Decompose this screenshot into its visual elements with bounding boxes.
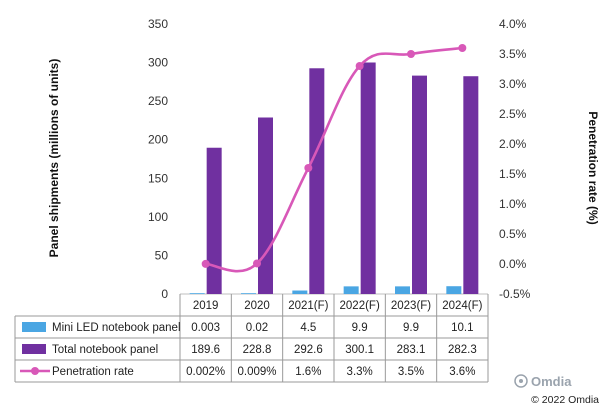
table-value: 3.5% bbox=[398, 366, 424, 378]
bar-mini-led bbox=[395, 286, 410, 294]
table-value: 282.3 bbox=[448, 344, 477, 356]
y2-axis-title: Penetration rate (%) bbox=[586, 111, 600, 224]
penetration-line bbox=[201, 44, 467, 273]
x-category-label: 2022(F) bbox=[340, 300, 380, 312]
y2-tick-label: 0.0% bbox=[499, 257, 527, 271]
bar-mini-led bbox=[189, 293, 205, 294]
bars bbox=[189, 62, 479, 295]
table-value: 3.3% bbox=[347, 366, 373, 378]
penetration-point bbox=[458, 44, 467, 52]
bar-total-notebook bbox=[206, 147, 222, 294]
y-tick-label: 250 bbox=[148, 94, 168, 108]
bar-total-notebook bbox=[412, 75, 427, 294]
penetration-point bbox=[355, 62, 364, 70]
penetration-point bbox=[201, 259, 210, 268]
watermark: Omdia bbox=[514, 374, 572, 389]
table-value: 300.1 bbox=[345, 344, 374, 356]
y2-tick-label: 3.0% bbox=[499, 77, 527, 91]
bar-mini-led bbox=[343, 286, 359, 294]
y-tick-label: 200 bbox=[148, 133, 168, 147]
y-axis-title: Panel shipments (millions of units) bbox=[47, 59, 61, 258]
y-tick-label: 50 bbox=[155, 248, 169, 262]
legend-key-swatch bbox=[22, 344, 46, 354]
y2-tick-label: 4.0% bbox=[499, 17, 527, 31]
table-value: 3.6% bbox=[449, 366, 475, 378]
penetration-point bbox=[407, 50, 415, 58]
penetration-point bbox=[304, 164, 313, 172]
bar-total-notebook bbox=[360, 62, 376, 294]
bar-mini-led bbox=[241, 293, 256, 294]
right-axis-ticks: -0.5% 0.0% 0.5% 1.0% 1.5% 2.0% 2.5% 3.0% 3.5% 4.0… bbox=[499, 17, 531, 301]
y-tick-label: 300 bbox=[148, 56, 168, 70]
bar-mini-led bbox=[446, 286, 462, 294]
y2-tick-label: 1.0% bbox=[499, 197, 527, 211]
table-value: 10.1 bbox=[451, 322, 473, 334]
table-value: 228.8 bbox=[243, 344, 272, 356]
table-value: 189.6 bbox=[191, 344, 220, 356]
table-value: 4.5 bbox=[300, 322, 316, 334]
x-category-label: 2023(F) bbox=[391, 300, 431, 312]
bar-total-notebook bbox=[258, 117, 273, 294]
legend-key-swatch bbox=[22, 322, 46, 332]
x-category-label: 2019 bbox=[193, 300, 219, 312]
y-tick-label: 150 bbox=[148, 171, 168, 185]
penetration-point bbox=[253, 259, 261, 268]
table-value: 283.1 bbox=[397, 344, 426, 356]
x-category-label: 2024(F) bbox=[442, 300, 482, 312]
omdia-logo-icon bbox=[514, 374, 528, 388]
table-value: 9.9 bbox=[352, 322, 368, 334]
bar-total-notebook bbox=[463, 76, 479, 295]
omdia-logo-dot-icon bbox=[519, 379, 523, 383]
table-value: 0.009% bbox=[237, 366, 276, 378]
x-category-label: 2021(F) bbox=[288, 300, 328, 312]
data-table: 2019 2020 2021(F) 2022(F) 2023(F) 2024(F) Mini… bbox=[14, 294, 489, 383]
y2-tick-label: 2.0% bbox=[499, 137, 527, 151]
left-axis-ticks: 0 50 100 150 200 250 300 350 bbox=[148, 17, 168, 301]
legend-label: Penetration rate bbox=[52, 366, 134, 378]
y2-tick-label: -0.5% bbox=[499, 287, 531, 301]
y2-tick-label: 3.5% bbox=[499, 47, 527, 61]
legend-label: Total notebook panel bbox=[52, 344, 158, 356]
table-value: 1.6% bbox=[295, 366, 321, 378]
bar-total-notebook bbox=[309, 68, 325, 294]
y2-tick-label: 0.5% bbox=[499, 227, 527, 241]
table-value: 0.02 bbox=[246, 322, 268, 334]
bar-mini-led bbox=[292, 290, 308, 294]
y2-tick-label: 2.5% bbox=[499, 107, 527, 121]
y-tick-label: 350 bbox=[148, 17, 168, 31]
y-tick-label: 100 bbox=[148, 210, 168, 224]
watermark-text: Omdia bbox=[531, 374, 572, 389]
x-category-label: 2020 bbox=[244, 300, 270, 312]
legend-key-marker bbox=[31, 367, 39, 375]
y-tick-label: 0 bbox=[161, 287, 168, 301]
table-value: 0.002% bbox=[186, 366, 225, 378]
legend-label: Mini LED notebook panel bbox=[52, 322, 181, 334]
y2-tick-label: 1.5% bbox=[499, 167, 527, 181]
table-value: 0.003 bbox=[191, 322, 220, 334]
table-value: 9.9 bbox=[403, 322, 419, 334]
table-value: 292.6 bbox=[294, 344, 323, 356]
copyright-text: © 2022 Omdia bbox=[531, 394, 599, 406]
